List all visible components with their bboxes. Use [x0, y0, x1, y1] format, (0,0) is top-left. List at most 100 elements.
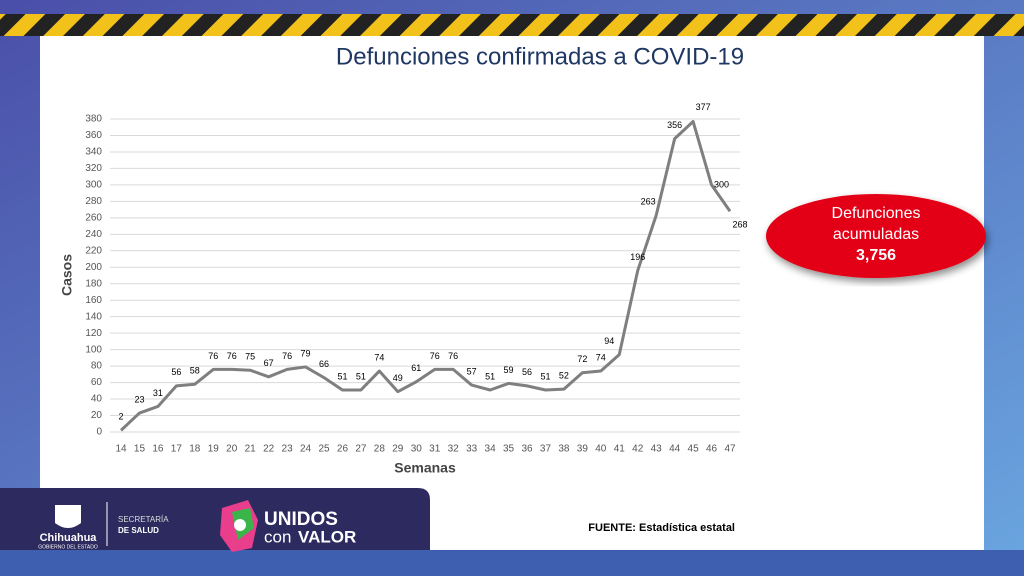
data-label: 56: [522, 367, 532, 377]
data-label: 76: [208, 351, 218, 361]
y-tick-label: 180: [85, 278, 102, 289]
y-tick-label: 40: [91, 394, 103, 405]
y-tick-label: 0: [96, 427, 102, 438]
y-tick-label: 120: [85, 328, 102, 339]
y-tick-label: 140: [85, 311, 102, 322]
state-map: [234, 519, 246, 531]
brand-text: con: [264, 527, 291, 546]
data-label: 74: [374, 352, 384, 362]
x-tick-label: 39: [577, 444, 589, 455]
data-label: 79: [301, 348, 311, 358]
y-tick-label: 100: [85, 344, 102, 355]
callout-text: acumuladas: [833, 226, 919, 243]
x-tick-label: 43: [651, 444, 663, 455]
data-label: 76: [448, 351, 458, 361]
x-tick-label: 31: [429, 444, 441, 455]
data-label: 268: [732, 220, 747, 230]
data-label: 51: [337, 371, 347, 381]
data-label: 74: [596, 352, 606, 362]
data-label: 263: [641, 197, 656, 207]
data-label: 94: [604, 336, 614, 346]
x-tick-label: 24: [300, 444, 312, 455]
x-tick-label: 18: [189, 444, 201, 455]
brand-text: GOBIERNO DEL ESTADO: [38, 544, 98, 550]
data-label: 57: [467, 366, 477, 376]
x-tick-label: 16: [152, 444, 164, 455]
x-tick-label: 33: [466, 444, 478, 455]
data-label: 300: [714, 179, 729, 189]
data-label: 67: [264, 358, 274, 368]
data-label: 49: [393, 373, 403, 383]
y-tick-label: 160: [85, 295, 102, 306]
x-tick-label: 14: [115, 444, 127, 455]
data-label: 52: [559, 371, 569, 381]
y-tick-label: 300: [85, 180, 102, 191]
x-tick-label: 32: [448, 444, 460, 455]
x-tick-label: 45: [688, 444, 700, 455]
y-tick-label: 380: [85, 114, 102, 125]
data-label: 76: [430, 351, 440, 361]
x-axis-label: Semanas: [394, 460, 456, 476]
x-tick-label: 40: [595, 444, 607, 455]
brand-text: Chihuahua: [40, 532, 98, 544]
state-shield: [55, 505, 81, 528]
data-label: 56: [171, 367, 181, 377]
callout-total: 3,756: [856, 247, 896, 264]
data-label: 51: [356, 371, 366, 381]
x-tick-label: 38: [558, 444, 570, 455]
x-tick-label: 27: [355, 444, 367, 455]
x-tick-label: 41: [614, 444, 626, 455]
data-label: 31: [153, 388, 163, 398]
x-tick-label: 28: [374, 444, 386, 455]
data-line: [119, 119, 732, 432]
data-label: 76: [227, 351, 237, 361]
brand-text: SECRETARÍA: [118, 515, 169, 524]
data-label: 2: [118, 412, 123, 422]
y-tick-label: 280: [85, 196, 102, 207]
x-tick-label: 22: [263, 444, 275, 455]
data-label: 61: [411, 363, 421, 373]
brand-text: DE SALUD: [118, 526, 159, 535]
callout-bubble: [766, 194, 986, 278]
bottom-band: [0, 550, 1024, 576]
hazard-stripe: [0, 14, 1024, 36]
x-tick-label: 20: [226, 444, 238, 455]
data-label: 23: [134, 394, 144, 404]
x-tick-label: 46: [706, 444, 718, 455]
chart-title: Defunciones confirmadas a COVID-19: [336, 43, 744, 70]
x-tick-label: 44: [669, 444, 681, 455]
slide-panel: [40, 36, 984, 550]
data-label: 356: [667, 120, 682, 130]
y-tick-label: 200: [85, 262, 102, 273]
y-tick-label: 20: [91, 410, 103, 421]
y-tick-label: 80: [91, 361, 103, 372]
y-axis-label: Casos: [59, 254, 75, 296]
x-tick-label: 30: [411, 444, 423, 455]
x-tick-label: 19: [208, 444, 220, 455]
data-label: 76: [282, 351, 292, 361]
y-tick-label: 240: [85, 229, 102, 240]
data-label: 51: [485, 371, 495, 381]
data-label: 58: [190, 366, 200, 376]
callout-text: Defunciones: [832, 205, 921, 222]
data-label: 66: [319, 359, 329, 369]
source: FUENTE: Estadística estatal: [588, 522, 735, 534]
data-label: 75: [245, 352, 255, 362]
y-tick-label: 360: [85, 130, 102, 141]
x-tick-label: 23: [282, 444, 294, 455]
brand-text: UNIDOS: [264, 509, 338, 530]
x-tick-label: 42: [632, 444, 644, 455]
brand-text: VALOR: [298, 527, 356, 546]
x-tick-label: 29: [392, 444, 404, 455]
x-tick-label: 34: [485, 444, 497, 455]
y-tick-label: 60: [91, 377, 103, 388]
data-label: 59: [504, 365, 514, 375]
x-tick-label: 25: [318, 444, 330, 455]
x-tick-label: 21: [245, 444, 257, 455]
data-label: 377: [696, 102, 711, 112]
x-tick-label: 35: [503, 444, 515, 455]
y-tick-label: 340: [85, 147, 102, 158]
x-tick-label: 26: [337, 444, 349, 455]
x-tick-label: 15: [134, 444, 146, 455]
